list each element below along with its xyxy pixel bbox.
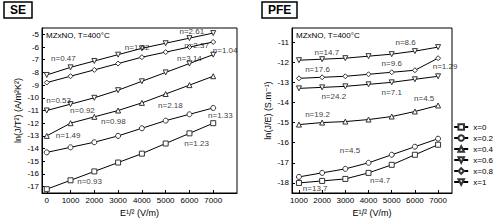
svg-text:-6: -6	[32, 43, 40, 52]
svg-text:3000: 3000	[109, 196, 127, 205]
svg-text:5000: 5000	[383, 196, 401, 205]
svg-text:n=0.98: n=0.98	[101, 117, 126, 126]
svg-text:-16: -16	[277, 138, 289, 147]
svg-text:-18: -18	[277, 178, 289, 187]
svg-text:n=2.61: n=2.61	[179, 27, 204, 36]
svg-text:-10: -10	[27, 93, 39, 102]
svg-text:n=9.6: n=9.6	[382, 59, 403, 68]
svg-text:-16: -16	[27, 169, 39, 178]
svg-text:x=0.4: x=0.4	[473, 145, 493, 154]
svg-text:n=7.1: n=7.1	[382, 88, 403, 97]
svg-text:1000: 1000	[290, 196, 308, 205]
svg-text:x=0.2: x=0.2	[473, 134, 493, 143]
svg-text:x=0: x=0	[473, 123, 487, 132]
svg-text:n=17.6: n=17.6	[305, 65, 330, 74]
svg-text:n=1.62: n=1.62	[125, 43, 150, 52]
svg-text:SE: SE	[10, 3, 26, 17]
svg-text:ln(J/T²) (A/m²K²): ln(J/T²) (A/m²K²)	[13, 78, 23, 143]
svg-text:-5: -5	[32, 30, 40, 39]
svg-text:-12: -12	[27, 119, 39, 128]
svg-text:n=1.04: n=1.04	[213, 46, 238, 55]
svg-text:n=0.92: n=0.92	[70, 106, 95, 115]
svg-text:7000: 7000	[204, 196, 222, 205]
svg-text:n=8.6: n=8.6	[395, 38, 416, 47]
svg-text:ln(J/E) (S.m⁻¹): ln(J/E) (S.m⁻¹)	[263, 81, 273, 139]
svg-text:7000: 7000	[429, 196, 447, 205]
svg-text:-13: -13	[277, 78, 289, 87]
svg-text:6000: 6000	[406, 196, 424, 205]
svg-text:n=14.7: n=14.7	[314, 48, 339, 57]
svg-text:n=0.93: n=0.93	[77, 177, 102, 186]
svg-text:MZxNO, T=400°C: MZxNO, T=400°C	[46, 31, 110, 40]
svg-text:n=2.18: n=2.18	[158, 101, 183, 110]
svg-text:-11: -11	[28, 106, 40, 115]
svg-text:n=13.7: n=13.7	[303, 184, 328, 193]
svg-text:4000: 4000	[360, 196, 378, 205]
svg-text:2000: 2000	[85, 196, 103, 205]
svg-text:x=1: x=1	[473, 178, 487, 187]
svg-text:E¹/² (V/m): E¹/² (V/m)	[120, 208, 159, 218]
svg-text:-9: -9	[32, 81, 40, 90]
svg-text:4000: 4000	[133, 196, 151, 205]
svg-text:-14: -14	[277, 98, 289, 107]
svg-text:MZxNO, T=400°C: MZxNO, T=400°C	[296, 31, 360, 40]
svg-text:n=2.37: n=2.37	[184, 41, 209, 50]
svg-text:-17: -17	[27, 182, 39, 191]
svg-text:n=0.53: n=0.53	[46, 96, 71, 105]
svg-text:n=1.29: n=1.29	[433, 62, 458, 71]
svg-text:-7: -7	[32, 55, 40, 64]
svg-text:-15: -15	[277, 118, 289, 127]
svg-text:2000: 2000	[313, 196, 331, 205]
svg-text:3000: 3000	[336, 196, 354, 205]
svg-text:n=4.5: n=4.5	[414, 94, 435, 103]
svg-text:0: 0	[45, 196, 50, 205]
svg-text:n=1.23: n=1.23	[184, 139, 209, 148]
svg-text:-17: -17	[277, 158, 289, 167]
svg-text:5000: 5000	[157, 196, 175, 205]
svg-text:-13: -13	[27, 131, 39, 140]
svg-text:n=1.33: n=1.33	[208, 111, 233, 120]
svg-text:-15: -15	[27, 157, 39, 166]
svg-text:n=4.7: n=4.7	[370, 176, 391, 185]
svg-text:-12: -12	[277, 58, 289, 67]
svg-text:n=24.2: n=24.2	[321, 92, 346, 101]
svg-text:E¹/² (V/m): E¹/² (V/m)	[353, 208, 392, 218]
svg-text:x=0.6: x=0.6	[473, 156, 493, 165]
svg-text:n=19.2: n=19.2	[305, 110, 330, 119]
svg-text:-11: -11	[278, 38, 290, 47]
svg-text:n=1.49: n=1.49	[56, 131, 81, 140]
svg-text:6000: 6000	[181, 196, 199, 205]
svg-text:1000: 1000	[62, 196, 80, 205]
svg-text:-14: -14	[27, 144, 39, 153]
svg-text:n=3.14: n=3.14	[177, 54, 202, 63]
svg-text:-8: -8	[32, 68, 40, 77]
svg-text:PFE: PFE	[268, 3, 291, 17]
svg-text:x=0.8: x=0.8	[473, 167, 493, 176]
svg-text:n=4.5: n=4.5	[340, 146, 361, 155]
svg-text:n=0.47: n=0.47	[51, 54, 76, 63]
